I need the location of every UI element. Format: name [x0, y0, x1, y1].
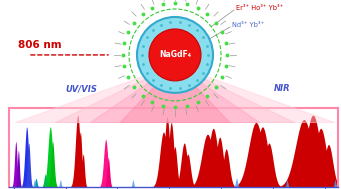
Text: NIR: NIR: [273, 84, 290, 93]
Circle shape: [137, 17, 213, 93]
Text: UV/VIS: UV/VIS: [65, 84, 97, 93]
Text: NaGdF₄: NaGdF₄: [159, 50, 191, 59]
Text: 806 nm: 806 nm: [18, 40, 62, 50]
Polygon shape: [15, 65, 335, 123]
Polygon shape: [90, 65, 260, 123]
Polygon shape: [120, 65, 230, 123]
Polygon shape: [55, 65, 295, 123]
Circle shape: [149, 29, 201, 81]
Text: Er³⁺ Ho³⁺ Yb³⁺: Er³⁺ Ho³⁺ Yb³⁺: [236, 5, 283, 11]
Text: Nd³⁺ Yb³⁺: Nd³⁺ Yb³⁺: [232, 22, 264, 28]
